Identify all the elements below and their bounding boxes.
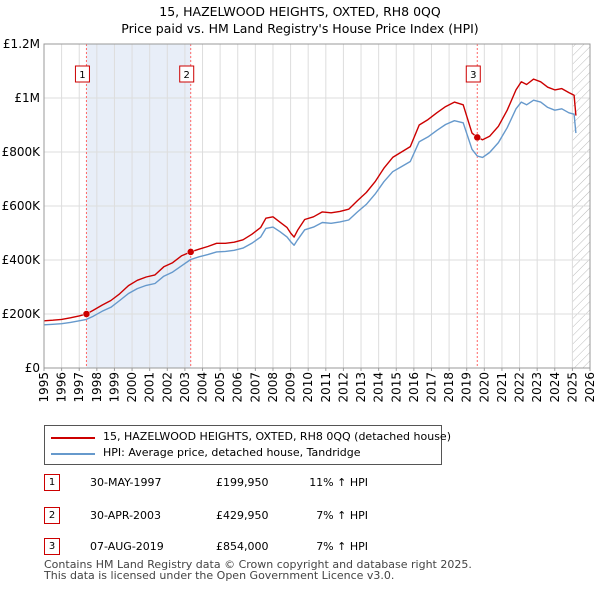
sale-number-badge: 2 <box>44 507 60 524</box>
plot-frame <box>43 43 591 369</box>
legend-swatch-hpi <box>51 453 95 455</box>
x-tick-label: 2001 <box>143 372 157 403</box>
x-tick-label: 2000 <box>125 372 139 403</box>
y-tick-label: £600K <box>2 199 42 213</box>
x-tick-label: 2024 <box>548 372 562 403</box>
x-tick-label: 2016 <box>407 372 421 403</box>
x-tick-label: 2022 <box>513 372 527 403</box>
x-tick-label: 1996 <box>55 372 69 403</box>
y-tick-label: £1M <box>14 91 40 105</box>
sale-label-box <box>74 65 90 83</box>
x-tick-label: 2017 <box>424 372 438 403</box>
sale-date: 07-AUG-2019 <box>90 540 164 553</box>
chart-subtitle: Price paid vs. HM Land Registry's House … <box>121 21 479 36</box>
x-tick-label: 2007 <box>248 372 262 403</box>
x-tick-label: 1998 <box>90 372 104 403</box>
sale-point <box>186 248 195 256</box>
legend-label-property: 15, HAZELWOOD HEIGHTS, OXTED, RH8 0QQ (d… <box>103 430 451 443</box>
table-row: 2 30-APR-2003 £429,950 7% ↑ HPI <box>44 507 404 525</box>
sale-hpi-diff: 11% ↑ HPI <box>309 476 368 489</box>
x-tick-label: 2010 <box>301 372 315 403</box>
attribution-line-2: This data is licensed under the Open Gov… <box>44 569 395 582</box>
x-tick-label: 2005 <box>213 372 227 403</box>
x-tick-label: 2006 <box>231 372 245 403</box>
legend-label-hpi: HPI: Average price, detached house, Tand… <box>103 446 361 459</box>
x-tick-label: 2020 <box>477 372 491 403</box>
y-tick-label: £800K <box>2 145 42 159</box>
x-tick-label: 2004 <box>196 372 210 403</box>
x-tick-label: 2008 <box>266 372 280 403</box>
sale-point <box>473 133 482 142</box>
series-line-property <box>43 78 577 322</box>
x-tick-label: 2009 <box>284 372 298 403</box>
chart-title: 15, HAZELWOOD HEIGHTS, OXTED, RH8 0QQ <box>159 4 441 19</box>
sale-date: 30-MAY-1997 <box>90 476 162 489</box>
x-tick-label: 1997 <box>72 372 86 403</box>
legend-swatch-property <box>51 437 95 439</box>
x-tick-label: 1995 <box>37 372 51 403</box>
x-tick-label: 2003 <box>178 372 192 403</box>
sale-hpi-diff: 7% ↑ HPI <box>316 540 368 553</box>
x-tick-label: 2013 <box>354 372 368 403</box>
x-tick-label: 2026 <box>583 372 597 403</box>
x-tick-label: 2018 <box>442 372 456 403</box>
x-tick-label: 2002 <box>160 372 174 403</box>
sale-price: £854,000 <box>216 540 269 553</box>
sale-label-box <box>179 65 195 83</box>
sale-number-badge: 3 <box>44 538 60 555</box>
sale-label-number: 3 <box>470 70 476 81</box>
sale-number-badge: 1 <box>44 474 60 491</box>
sale-label-number: 1 <box>79 70 85 81</box>
attribution: Contains HM Land Registry data © Crown c… <box>44 559 472 581</box>
x-tick-label: 2025 <box>565 372 579 403</box>
sale-label-number: 2 <box>184 70 190 81</box>
chart-legend: 15, HAZELWOOD HEIGHTS, OXTED, RH8 0QQ (d… <box>44 425 451 465</box>
sale-label-box <box>465 65 481 83</box>
x-tick-label: 2015 <box>389 372 403 403</box>
sale-price: £429,950 <box>216 509 269 522</box>
y-tick-label: £0 <box>25 361 40 375</box>
table-row: 1 30-MAY-1997 £199,950 11% ↑ HPI <box>44 474 404 492</box>
sale-point <box>82 310 91 318</box>
sale-price: £199,950 <box>216 476 269 489</box>
sale-hpi-diff: 7% ↑ HPI <box>316 509 368 522</box>
x-tick-label: 2012 <box>336 372 350 403</box>
x-tick-label: 1999 <box>107 372 121 403</box>
x-tick-label: 2011 <box>319 372 333 403</box>
attribution-line-1: Contains HM Land Registry data © Crown c… <box>44 558 472 571</box>
y-tick-label: £1.2M <box>3 37 40 51</box>
x-tick-label: 2014 <box>372 372 386 403</box>
x-tick-label: 2019 <box>460 372 474 403</box>
table-row: 3 07-AUG-2019 £854,000 7% ↑ HPI <box>44 538 404 556</box>
price-chart: 1 2 3 £0 £200K £400K £600K £800K £1M £1.2M 1995 19… <box>2 37 597 403</box>
y-tick-label: £200K <box>2 307 42 321</box>
sale-date: 30-APR-2003 <box>90 509 162 522</box>
x-tick-label: 2021 <box>495 372 509 403</box>
y-tick-label: £400K <box>2 253 42 267</box>
x-tick-label: 2023 <box>530 372 544 403</box>
series-line-hpi <box>43 99 577 326</box>
